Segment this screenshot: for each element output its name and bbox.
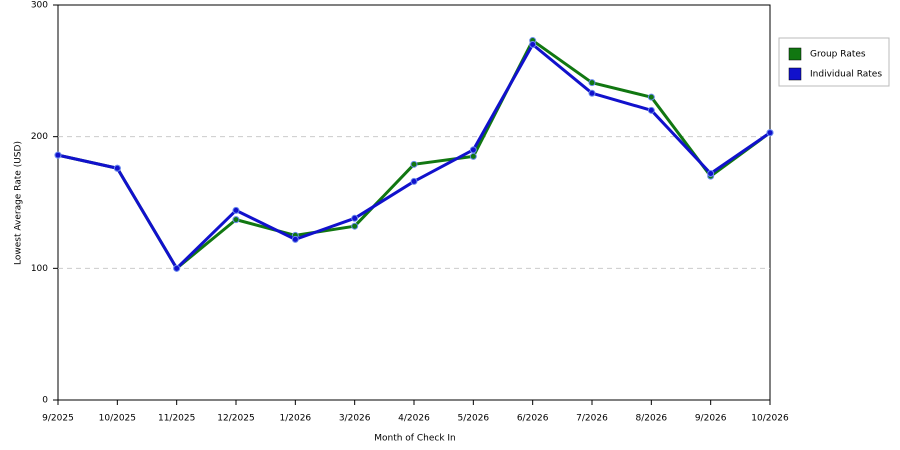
data-point: [410, 160, 418, 168]
x-tick-label: 9/2025: [42, 414, 74, 424]
x-tick-label: 10/2025: [99, 414, 136, 424]
x-tick-label: 8/2026: [635, 414, 667, 424]
x-tick-label: 4/2026: [398, 414, 430, 424]
x-tick-label: 6/2026: [517, 414, 549, 424]
series-line: [57, 43, 771, 270]
y-tick-label: 200: [31, 132, 48, 142]
x-tick-label: 5/2026: [457, 414, 489, 424]
series-line: [57, 39, 771, 270]
data-point: [351, 214, 359, 222]
y-tick-label: 100: [31, 264, 48, 274]
data-point: [410, 177, 418, 185]
data-point: [647, 106, 655, 114]
legend-swatch: [788, 47, 802, 61]
y-axis-label: Lowest Average Rate (USD): [14, 141, 24, 265]
x-axis-label: Month of Check In: [374, 434, 456, 444]
data-point: [54, 151, 62, 159]
x-tick-label: 9/2026: [695, 414, 727, 424]
x-tick-label: 11/2025: [158, 414, 195, 424]
data-point: [588, 89, 596, 97]
legend-swatch: [788, 67, 802, 81]
data-point: [291, 235, 299, 243]
plot-area: [57, 4, 771, 401]
y-tick-label: 300: [31, 1, 48, 11]
data-point: [469, 152, 477, 160]
x-tick-label: 12/2025: [217, 414, 254, 424]
data-point: [113, 164, 121, 172]
legend-label: Individual Rates: [810, 70, 882, 80]
y-tick-label: 0: [42, 396, 48, 406]
x-tick-label: 7/2026: [576, 414, 608, 424]
x-tick-label: 10/2026: [751, 414, 789, 424]
data-point: [232, 216, 240, 224]
data-point: [766, 129, 774, 137]
data-point: [529, 41, 537, 48]
data-point: [351, 222, 359, 230]
data-point: [173, 264, 181, 272]
data-point: [469, 146, 477, 154]
x-tick-label: 3/2026: [339, 414, 371, 424]
data-point: [232, 206, 240, 214]
legend-label: Group Rates: [810, 50, 866, 60]
x-tick-label: 1/2026: [279, 414, 311, 424]
data-point: [707, 170, 715, 178]
data-point: [588, 79, 596, 87]
data-point: [647, 93, 655, 101]
